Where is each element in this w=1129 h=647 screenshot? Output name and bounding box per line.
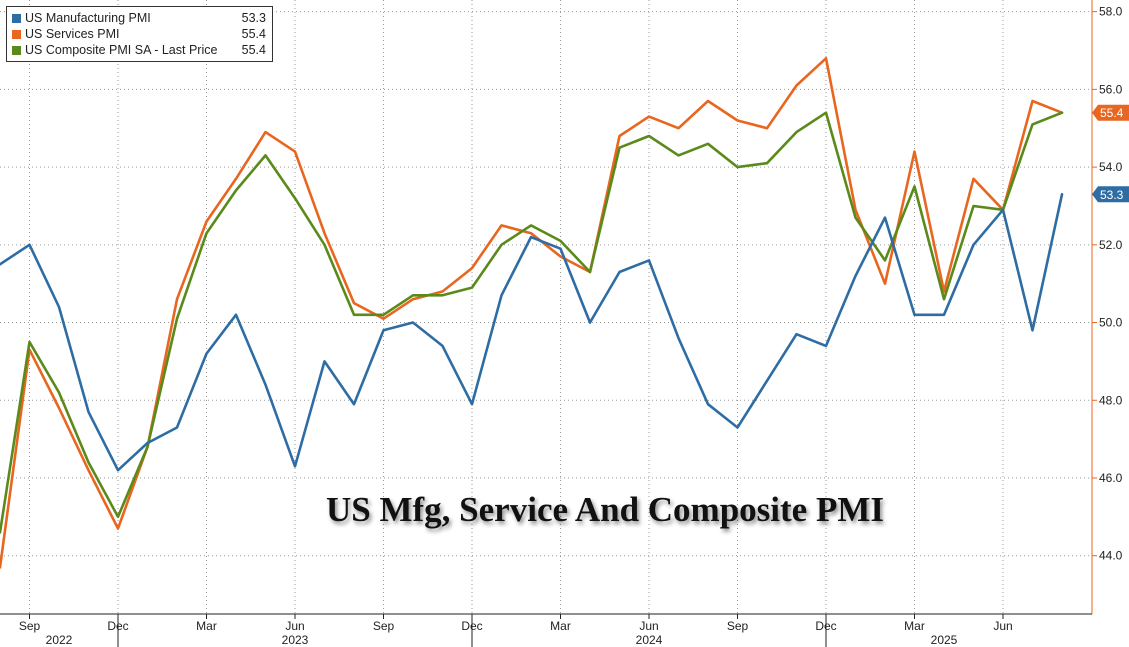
last-price-badge: 55.4 — [1092, 104, 1129, 121]
y-tick-label: 52.0 — [1099, 238, 1123, 252]
legend-entry-composite: US Composite PMI SA - Last Price 55.4 — [12, 42, 266, 58]
series-line-1 — [0, 56, 1064, 569]
x-tick-labels: Sep Dec Mar Jun Sep Dec Mar Jun Sep Dec Mar Jun2022… — [19, 614, 1013, 647]
legend-entry-services: US Services PMI 55.4 — [12, 26, 266, 42]
legend-value-composite: 55.4 — [241, 43, 266, 57]
legend: US Manufacturing PMI 53.3 US Services PM… — [6, 6, 273, 62]
legend-value-services: 55.4 — [241, 27, 266, 41]
x-tick-label: Jun — [285, 619, 304, 633]
year-label: 2022 — [46, 633, 73, 647]
legend-label-services: US Services PMI — [25, 27, 120, 41]
x-tick-label: Mar — [550, 619, 571, 633]
badge-value: 55.4 — [1100, 106, 1124, 120]
legend-value-manufacturing: 53.3 — [241, 11, 266, 25]
x-tick-label: Sep — [373, 619, 395, 633]
x-tick-label: Sep — [727, 619, 749, 633]
y-tick-label: 44.0 — [1099, 549, 1123, 563]
badge-shape — [1092, 186, 1129, 203]
x-tick-label: Jun — [993, 619, 1012, 633]
y-tick-label: 46.0 — [1099, 471, 1123, 485]
badge-shape — [1092, 104, 1129, 121]
chart-title: US Mfg, Service And Composite PMI — [326, 490, 885, 529]
y-tick-label: 48.0 — [1099, 393, 1123, 407]
y-tick-label: 54.0 — [1099, 160, 1123, 174]
legend-swatch-services — [12, 29, 21, 39]
x-tick-label: Mar — [196, 619, 217, 633]
y-tick-label: 50.0 — [1099, 316, 1123, 330]
y-tick-labels: 44.0 46.0 48.0 50.0 52.0 54.0 56.0 58.0 — [1092, 5, 1123, 563]
year-label: 2023 — [282, 633, 309, 647]
last-price-badges: 55.4 53.3 — [1092, 104, 1129, 203]
legend-swatch-composite — [12, 45, 21, 55]
series-line-0 — [0, 193, 1064, 472]
y-tick-label: 58.0 — [1099, 5, 1123, 19]
x-tick-label: Mar — [904, 619, 925, 633]
legend-swatch-manufacturing — [12, 13, 21, 23]
year-label: 2024 — [636, 633, 663, 647]
series-line-2 — [0, 111, 1064, 534]
legend-label-manufacturing: US Manufacturing PMI — [25, 11, 151, 25]
x-tick-label: Sep — [19, 619, 41, 633]
legend-entry-manufacturing: US Manufacturing PMI 53.3 — [12, 10, 266, 26]
y-tick-label: 56.0 — [1099, 82, 1123, 96]
x-tick-label: Jun — [639, 619, 658, 633]
badge-value: 53.3 — [1100, 188, 1124, 202]
last-price-badge: 53.3 — [1092, 186, 1129, 203]
axes — [0, 0, 1093, 615]
series-lines — [0, 56, 1064, 569]
legend-label-composite: US Composite PMI SA - Last Price — [25, 43, 218, 57]
year-label: 2025 — [931, 633, 958, 647]
